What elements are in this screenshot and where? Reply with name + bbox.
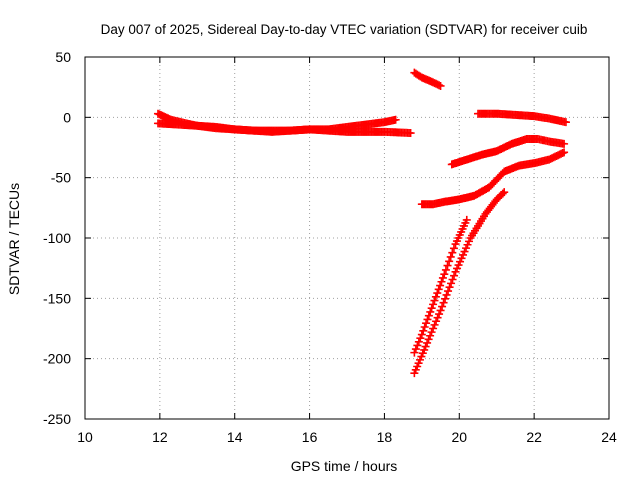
data-point	[438, 302, 447, 311]
data-point	[446, 252, 455, 261]
data-point	[423, 338, 432, 347]
data-point	[438, 273, 447, 282]
data-point	[391, 115, 400, 124]
data-point	[431, 292, 440, 301]
data-point	[427, 304, 436, 313]
data-point	[420, 322, 429, 331]
data-point	[448, 248, 457, 257]
data-point	[442, 290, 451, 299]
data-point	[436, 306, 445, 315]
series-track-3	[410, 68, 445, 90]
x-tick-label: 12	[152, 429, 168, 445]
data-point	[441, 265, 450, 274]
data-point	[427, 328, 436, 337]
series-track-6	[417, 148, 569, 209]
data-point	[416, 334, 425, 343]
data-point	[447, 279, 456, 288]
data-point	[422, 319, 431, 328]
data-point	[432, 317, 441, 326]
y-tick-label: 50	[55, 49, 71, 65]
data-point	[440, 270, 449, 279]
data-point	[417, 330, 426, 339]
series-track-5	[410, 188, 509, 378]
data-point	[439, 298, 448, 307]
x-tick-label: 22	[526, 429, 542, 445]
data-point	[437, 277, 446, 286]
data-point	[430, 296, 439, 305]
data-point	[423, 315, 432, 324]
data-point	[500, 188, 509, 197]
x-tick-label: 18	[377, 429, 393, 445]
y-tick-label: -100	[43, 230, 71, 246]
x-tick-label: 24	[601, 429, 617, 445]
data-point	[411, 345, 420, 354]
data-point	[433, 313, 442, 322]
y-axis-label: SDTVAR / TECUs	[6, 183, 22, 295]
data-point	[433, 289, 442, 298]
data-point	[424, 311, 433, 320]
data-point	[443, 261, 452, 270]
y-tick-label: -200	[43, 351, 71, 367]
data-point	[419, 326, 428, 335]
data-point	[413, 341, 422, 350]
ticks: 10 12 14 16 18 20 22 24 50 0 -50 -100 -150 -200 -250	[43, 49, 617, 445]
data-point	[436, 281, 445, 290]
data-point	[414, 337, 423, 346]
data-point	[436, 81, 445, 90]
data-point	[426, 307, 435, 316]
data-point	[410, 348, 419, 357]
data-point	[429, 324, 438, 333]
series-track-2	[153, 109, 400, 135]
x-tick-label: 10	[77, 429, 93, 445]
series-track-8	[474, 109, 570, 127]
x-axis-label: GPS time / hours	[291, 458, 398, 474]
data-point	[421, 342, 430, 351]
chart-title: Day 007 of 2025, Sidereal Day-to-day VTE…	[101, 22, 588, 37]
x-tick-label: 20	[451, 429, 467, 445]
data-point	[424, 335, 433, 344]
data-point	[448, 275, 457, 284]
data-point	[450, 271, 459, 280]
data-point	[434, 285, 443, 294]
data-point	[561, 118, 570, 127]
y-tick-label: -150	[43, 290, 71, 306]
data-point	[444, 287, 453, 296]
y-tick-label: 0	[63, 109, 71, 125]
data-point	[560, 148, 569, 157]
data-point	[498, 189, 507, 198]
data-point	[449, 244, 458, 253]
y-tick-label: -50	[51, 170, 71, 186]
data-point	[406, 129, 415, 138]
series-track-7	[447, 135, 569, 169]
x-tick-label: 16	[302, 429, 318, 445]
data-point	[441, 294, 450, 303]
y-tick-label: -250	[43, 411, 71, 427]
data-point	[430, 320, 439, 329]
data-point	[462, 215, 471, 224]
data-point	[560, 139, 569, 148]
series-track-4	[410, 215, 471, 357]
data-point	[445, 283, 454, 292]
data-point	[426, 331, 435, 340]
data-series	[153, 68, 570, 378]
data-point	[445, 257, 454, 266]
data-point	[435, 310, 444, 319]
data-point	[429, 300, 438, 309]
x-tick-label: 14	[227, 429, 243, 445]
